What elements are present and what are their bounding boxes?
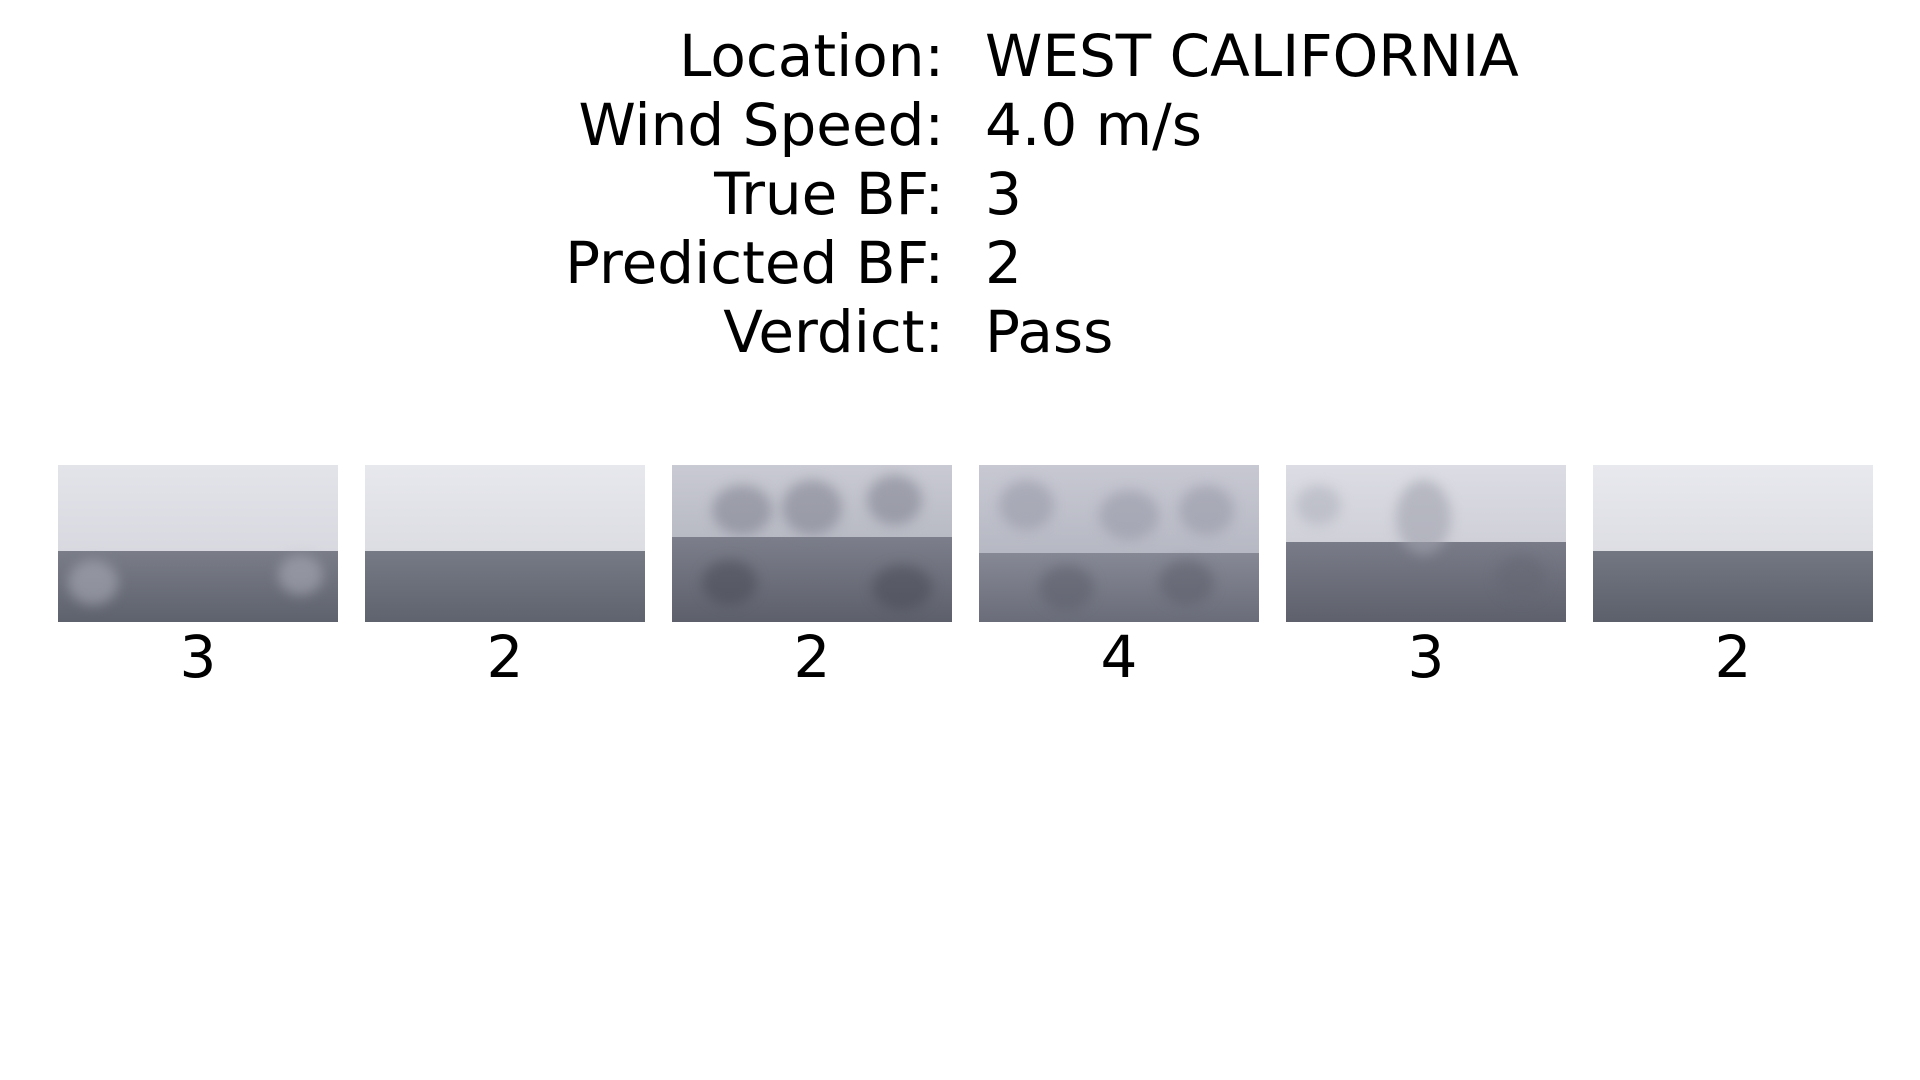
true-bf-value: 3 xyxy=(985,160,1022,228)
thumbnail-5: 3 xyxy=(1286,465,1566,692)
sea-horizon-image xyxy=(365,465,645,622)
thumbnail-label: 2 xyxy=(486,623,524,691)
sea-horizon-image xyxy=(1593,465,1873,622)
location-value: WEST CALIFORNIA xyxy=(985,22,1519,90)
predicted-bf-value: 2 xyxy=(985,229,1022,297)
thumbnail-label: 2 xyxy=(793,623,831,691)
thumbnail-label: 4 xyxy=(1100,623,1138,691)
thumbnail-4: 4 xyxy=(979,465,1259,692)
info-row-verdict: Verdict: Pass xyxy=(0,298,1920,367)
info-row-wind-speed: Wind Speed: 4.0 m/s xyxy=(0,91,1920,160)
info-row-location: Location: WEST CALIFORNIA xyxy=(0,22,1920,91)
wind-speed-value: 4.0 m/s xyxy=(985,91,1202,159)
verdict-value: Pass xyxy=(985,298,1114,366)
thumbnail-6: 2 xyxy=(1593,465,1873,692)
info-row-true-bf: True BF: 3 xyxy=(0,160,1920,229)
wind-speed-label: Wind Speed: xyxy=(578,91,944,159)
predicted-bf-label: Predicted BF: xyxy=(565,229,944,297)
info-row-predicted-bf: Predicted BF: 2 xyxy=(0,229,1920,298)
verdict-label: Verdict: xyxy=(723,298,944,366)
thumbnail-1: 3 xyxy=(58,465,338,692)
thumbnail-3: 2 xyxy=(672,465,952,692)
sea-horizon-image xyxy=(58,465,338,622)
thumbnail-label: 3 xyxy=(1407,623,1445,691)
info-panel: Location: WEST CALIFORNIA Wind Speed: 4.… xyxy=(0,22,1920,367)
sea-horizon-image xyxy=(672,465,952,622)
thumbnail-2: 2 xyxy=(365,465,645,692)
true-bf-label: True BF: xyxy=(714,160,944,228)
location-label: Location: xyxy=(679,22,944,90)
thumbnail-label: 3 xyxy=(179,623,217,691)
thumbnail-label: 2 xyxy=(1714,623,1752,691)
sea-horizon-image xyxy=(979,465,1259,622)
sea-horizon-image xyxy=(1286,465,1566,622)
